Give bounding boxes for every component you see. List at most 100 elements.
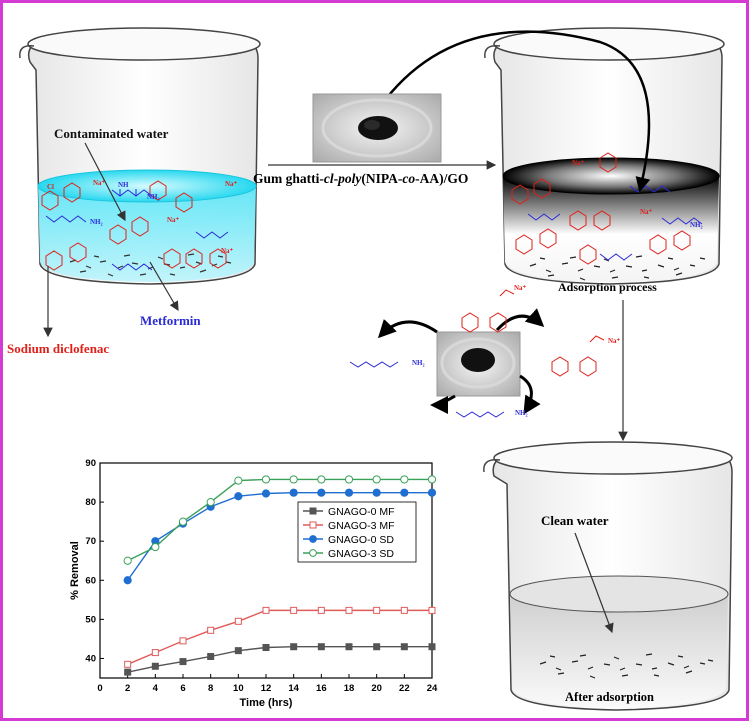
y-tick-label: 40 <box>85 653 96 664</box>
residue-marks-1 <box>69 253 232 277</box>
data-point <box>344 488 354 497</box>
diclofenac-molecule <box>41 180 227 271</box>
diclofenac-small-1 <box>461 289 515 333</box>
process-suffix: -AA)/GO <box>415 171 469 186</box>
clean-water-surface <box>509 575 729 613</box>
arc-arrow <box>384 30 651 193</box>
data-point <box>400 606 408 614</box>
y-tick-label: 60 <box>85 575 96 586</box>
data-point <box>234 647 242 655</box>
data-point <box>179 658 187 666</box>
metformin-small-1 <box>349 361 399 368</box>
x-axis-label: Time (hrs) <box>240 697 293 709</box>
data-point <box>207 653 215 660</box>
data-point <box>234 492 243 501</box>
series-line-1 <box>127 609 432 665</box>
legend-label: GNAGO-3 MF <box>328 520 395 532</box>
contaminated-arrow <box>84 142 126 222</box>
nh2-label-2: NH₂ <box>90 218 103 226</box>
process-prefix: Gum ghatti- <box>253 171 324 186</box>
data-point <box>151 649 159 657</box>
process-italic-co: co <box>402 171 416 186</box>
cl-label-1: Cl <box>47 183 54 191</box>
y-tick-label: 70 <box>85 536 96 547</box>
legend-box <box>297 501 417 563</box>
na-label-7: Na⁺ <box>514 284 527 292</box>
na-label-2: Na⁺ <box>225 180 238 188</box>
nh2-label-5: NH₂ <box>515 409 528 417</box>
clean-arrow <box>574 532 614 634</box>
legend-label: GNAGO-0 MF <box>328 506 395 518</box>
x-tick-label: 4 <box>153 683 159 694</box>
x-tick-label: 0 <box>97 683 102 694</box>
legend-marker <box>309 507 317 515</box>
diclofenac-small-2 <box>551 335 605 377</box>
y-tick-label: 80 <box>85 497 96 508</box>
nh2-label-1: NH₂ <box>147 193 160 201</box>
y-tick-label: 90 <box>85 458 96 469</box>
data-point <box>372 475 381 484</box>
contaminated-water-label: Contaminated water <box>54 126 169 141</box>
diclofenac-molecule-2 <box>511 152 691 265</box>
metformin-molecule <box>45 189 229 271</box>
data-point <box>372 488 381 497</box>
data-point <box>317 606 325 614</box>
x-tick-label: 16 <box>316 683 327 694</box>
y-tick-label: 50 <box>85 614 96 625</box>
data-point <box>427 475 437 484</box>
x-tick-label: 14 <box>288 683 299 694</box>
metformin-label: Metformin <box>140 313 201 328</box>
data-point <box>234 617 242 625</box>
process-italic-poly: poly <box>338 171 362 186</box>
metformin-arrow <box>149 261 179 312</box>
data-point <box>261 475 271 484</box>
data-point <box>345 606 353 614</box>
data-point <box>178 517 188 526</box>
data-point <box>290 643 298 651</box>
adsorption-process-label: Adsorption process <box>558 280 657 294</box>
x-tick-label: 22 <box>399 683 410 694</box>
x-tick-label: 18 <box>344 683 355 694</box>
data-point <box>234 476 243 485</box>
x-tick-label: 8 <box>208 683 213 694</box>
data-point <box>290 606 298 614</box>
legend-marker <box>309 535 317 543</box>
x-tick-label: 12 <box>261 683 272 694</box>
residue-marks-3 <box>539 653 714 679</box>
data-point <box>345 643 353 651</box>
process-mid: (NIPA- <box>361 171 403 186</box>
data-point <box>262 606 270 614</box>
data-point <box>427 488 437 497</box>
metformin-small-2 <box>455 411 505 418</box>
data-point <box>400 475 409 484</box>
series-line-0 <box>127 646 432 673</box>
process-dash: - <box>333 171 339 186</box>
adsorbent-photo-middle <box>436 331 521 397</box>
na-label-5: Na⁺ <box>572 159 585 167</box>
data-point <box>289 488 298 497</box>
after-adsorption-label: After adsorption <box>565 690 655 704</box>
data-point <box>428 606 436 614</box>
data-point <box>400 643 408 651</box>
data-point <box>262 644 270 652</box>
x-tick-label: 20 <box>371 683 382 694</box>
legend-marker <box>309 521 317 529</box>
x-tick-label: 10 <box>233 683 244 694</box>
nh-label-1: NH <box>118 181 129 189</box>
clean-water-label: Clean water <box>541 513 609 528</box>
data-point <box>123 576 132 585</box>
x-tick-label: 24 <box>427 683 438 694</box>
adsorbent-photo-top <box>312 93 442 163</box>
adsorbent-water-body <box>503 176 719 282</box>
data-point <box>179 637 187 645</box>
cycle-arrow-3 <box>519 374 541 415</box>
series-line-3 <box>127 478 432 562</box>
legend-label: GNAGO-3 SD <box>328 548 394 560</box>
x-tick-label: 2 <box>125 683 130 694</box>
na-label-3: Na⁺ <box>167 216 180 224</box>
data-point <box>428 643 436 651</box>
process-italic-cl: cl <box>323 171 334 186</box>
